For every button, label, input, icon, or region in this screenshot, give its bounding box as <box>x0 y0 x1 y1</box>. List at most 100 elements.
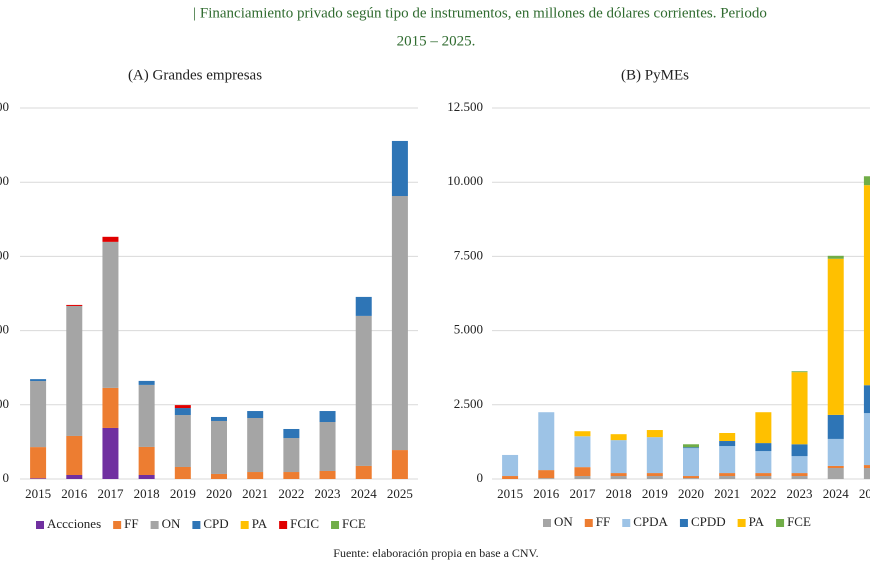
legend-swatch <box>543 519 551 527</box>
bar-segment <box>574 436 591 468</box>
x-tick-label: 2017 <box>97 486 124 501</box>
figure-title: 2015 – 2025. <box>397 33 476 49</box>
bar-segment <box>211 416 227 421</box>
bar-segment <box>30 379 47 382</box>
bar-segment <box>791 456 808 474</box>
bar-segment <box>719 476 736 479</box>
y-tick-label: 20.000 <box>0 173 9 188</box>
bar-segment <box>355 296 372 316</box>
y-tick-label: 25.000 <box>0 99 9 114</box>
x-tick-label: 2022 <box>750 486 776 501</box>
legend-swatch <box>776 519 785 527</box>
figure-title: | Financiamiento privado según tipo de i… <box>193 5 767 21</box>
y-tick-label: 0 <box>477 470 484 485</box>
bar-segment <box>247 411 264 419</box>
bar-segment <box>138 384 155 447</box>
bar-segment <box>538 412 555 471</box>
legend-label: Accciones <box>47 516 101 531</box>
bar-segment <box>319 411 336 423</box>
x-tick-label: 2016 <box>533 486 560 501</box>
legend-swatch <box>584 519 593 527</box>
bar-segment <box>683 444 699 448</box>
y-tick-label: 5.000 <box>0 396 9 411</box>
bar-segment <box>646 473 663 477</box>
x-tick-label: 2020 <box>678 486 704 501</box>
legend-swatch <box>279 521 288 529</box>
bar-segment <box>610 476 627 479</box>
bar-segment <box>827 468 844 479</box>
bar-segment <box>102 427 119 479</box>
legend-label: PA <box>252 516 268 531</box>
bar-segment <box>791 372 808 445</box>
bar-segment <box>683 447 699 449</box>
legend-swatch <box>679 519 688 527</box>
bar-segment <box>755 476 772 479</box>
y-tick-label: 2.500 <box>454 396 483 411</box>
bar-segment <box>30 381 47 448</box>
bar-segment <box>30 478 47 479</box>
x-tick-label: 2021 <box>242 486 268 501</box>
bar-segment <box>827 258 844 415</box>
bar-segment <box>791 473 808 477</box>
bar-segment <box>719 473 736 477</box>
x-tick-label: 2019 <box>642 486 668 501</box>
bar-segment <box>863 176 870 186</box>
bar-segment <box>211 473 227 479</box>
bar-segment <box>319 422 336 471</box>
bar-segment <box>719 441 736 447</box>
bar-segment <box>102 387 119 428</box>
bar-segment <box>646 430 663 438</box>
bar-segment <box>30 447 47 479</box>
bar-segment <box>863 385 870 414</box>
y-tick-label: 5.000 <box>454 322 483 337</box>
x-tick-label: 2022 <box>278 486 304 501</box>
bar-segment <box>319 470 336 479</box>
bar-segment <box>283 472 300 479</box>
x-tick-label: 2024 <box>351 486 378 501</box>
bar-segment <box>863 413 870 466</box>
x-tick-label: 2021 <box>714 486 740 501</box>
bar-segment <box>283 428 300 439</box>
x-tick-label: 2025 <box>859 486 870 501</box>
bar-segment <box>574 467 591 477</box>
bar-segment <box>827 255 844 259</box>
bar-segment <box>174 405 191 409</box>
x-tick-label: 2023 <box>315 486 341 501</box>
bar-segment <box>755 473 772 477</box>
bar-segment <box>247 418 264 473</box>
y-tick-label: 10.000 <box>0 322 9 337</box>
bar-segment <box>138 380 155 385</box>
bar-segment <box>174 415 191 467</box>
bar-segment <box>574 431 591 437</box>
bar-segment <box>863 465 870 469</box>
x-tick-label: 2019 <box>170 486 196 501</box>
legend-label: FF <box>596 514 610 529</box>
chart-title: (B) PyMEs <box>621 67 689 83</box>
bar-segment <box>827 414 844 439</box>
bar-segment <box>102 236 119 242</box>
x-tick-label: 2020 <box>206 486 232 501</box>
bar-segment <box>538 470 555 479</box>
bar-segment <box>827 465 844 469</box>
y-tick-label: 0 <box>3 470 10 485</box>
bar-segment <box>574 476 591 479</box>
legend-label: ON <box>554 514 573 529</box>
legend-swatch <box>150 521 159 529</box>
bar-segment <box>138 474 155 479</box>
x-tick-label: 2023 <box>787 486 813 501</box>
bar-segment <box>719 446 736 474</box>
bar-segment <box>610 473 627 477</box>
bar-segment <box>538 478 555 479</box>
y-tick-label: 10.000 <box>447 173 483 188</box>
legend-label: CPDD <box>691 514 726 529</box>
legend-label: CPDA <box>633 514 668 529</box>
bar-segment <box>863 185 870 386</box>
bar-segment <box>355 465 372 479</box>
x-tick-label: 2017 <box>569 486 596 501</box>
bar-segment <box>646 476 663 479</box>
legend-swatch <box>737 519 746 527</box>
chart-title: (A) Grandes empresas <box>128 67 262 83</box>
bar-segment <box>66 435 83 475</box>
bar-segment <box>646 437 663 474</box>
bar-segment <box>66 474 83 479</box>
